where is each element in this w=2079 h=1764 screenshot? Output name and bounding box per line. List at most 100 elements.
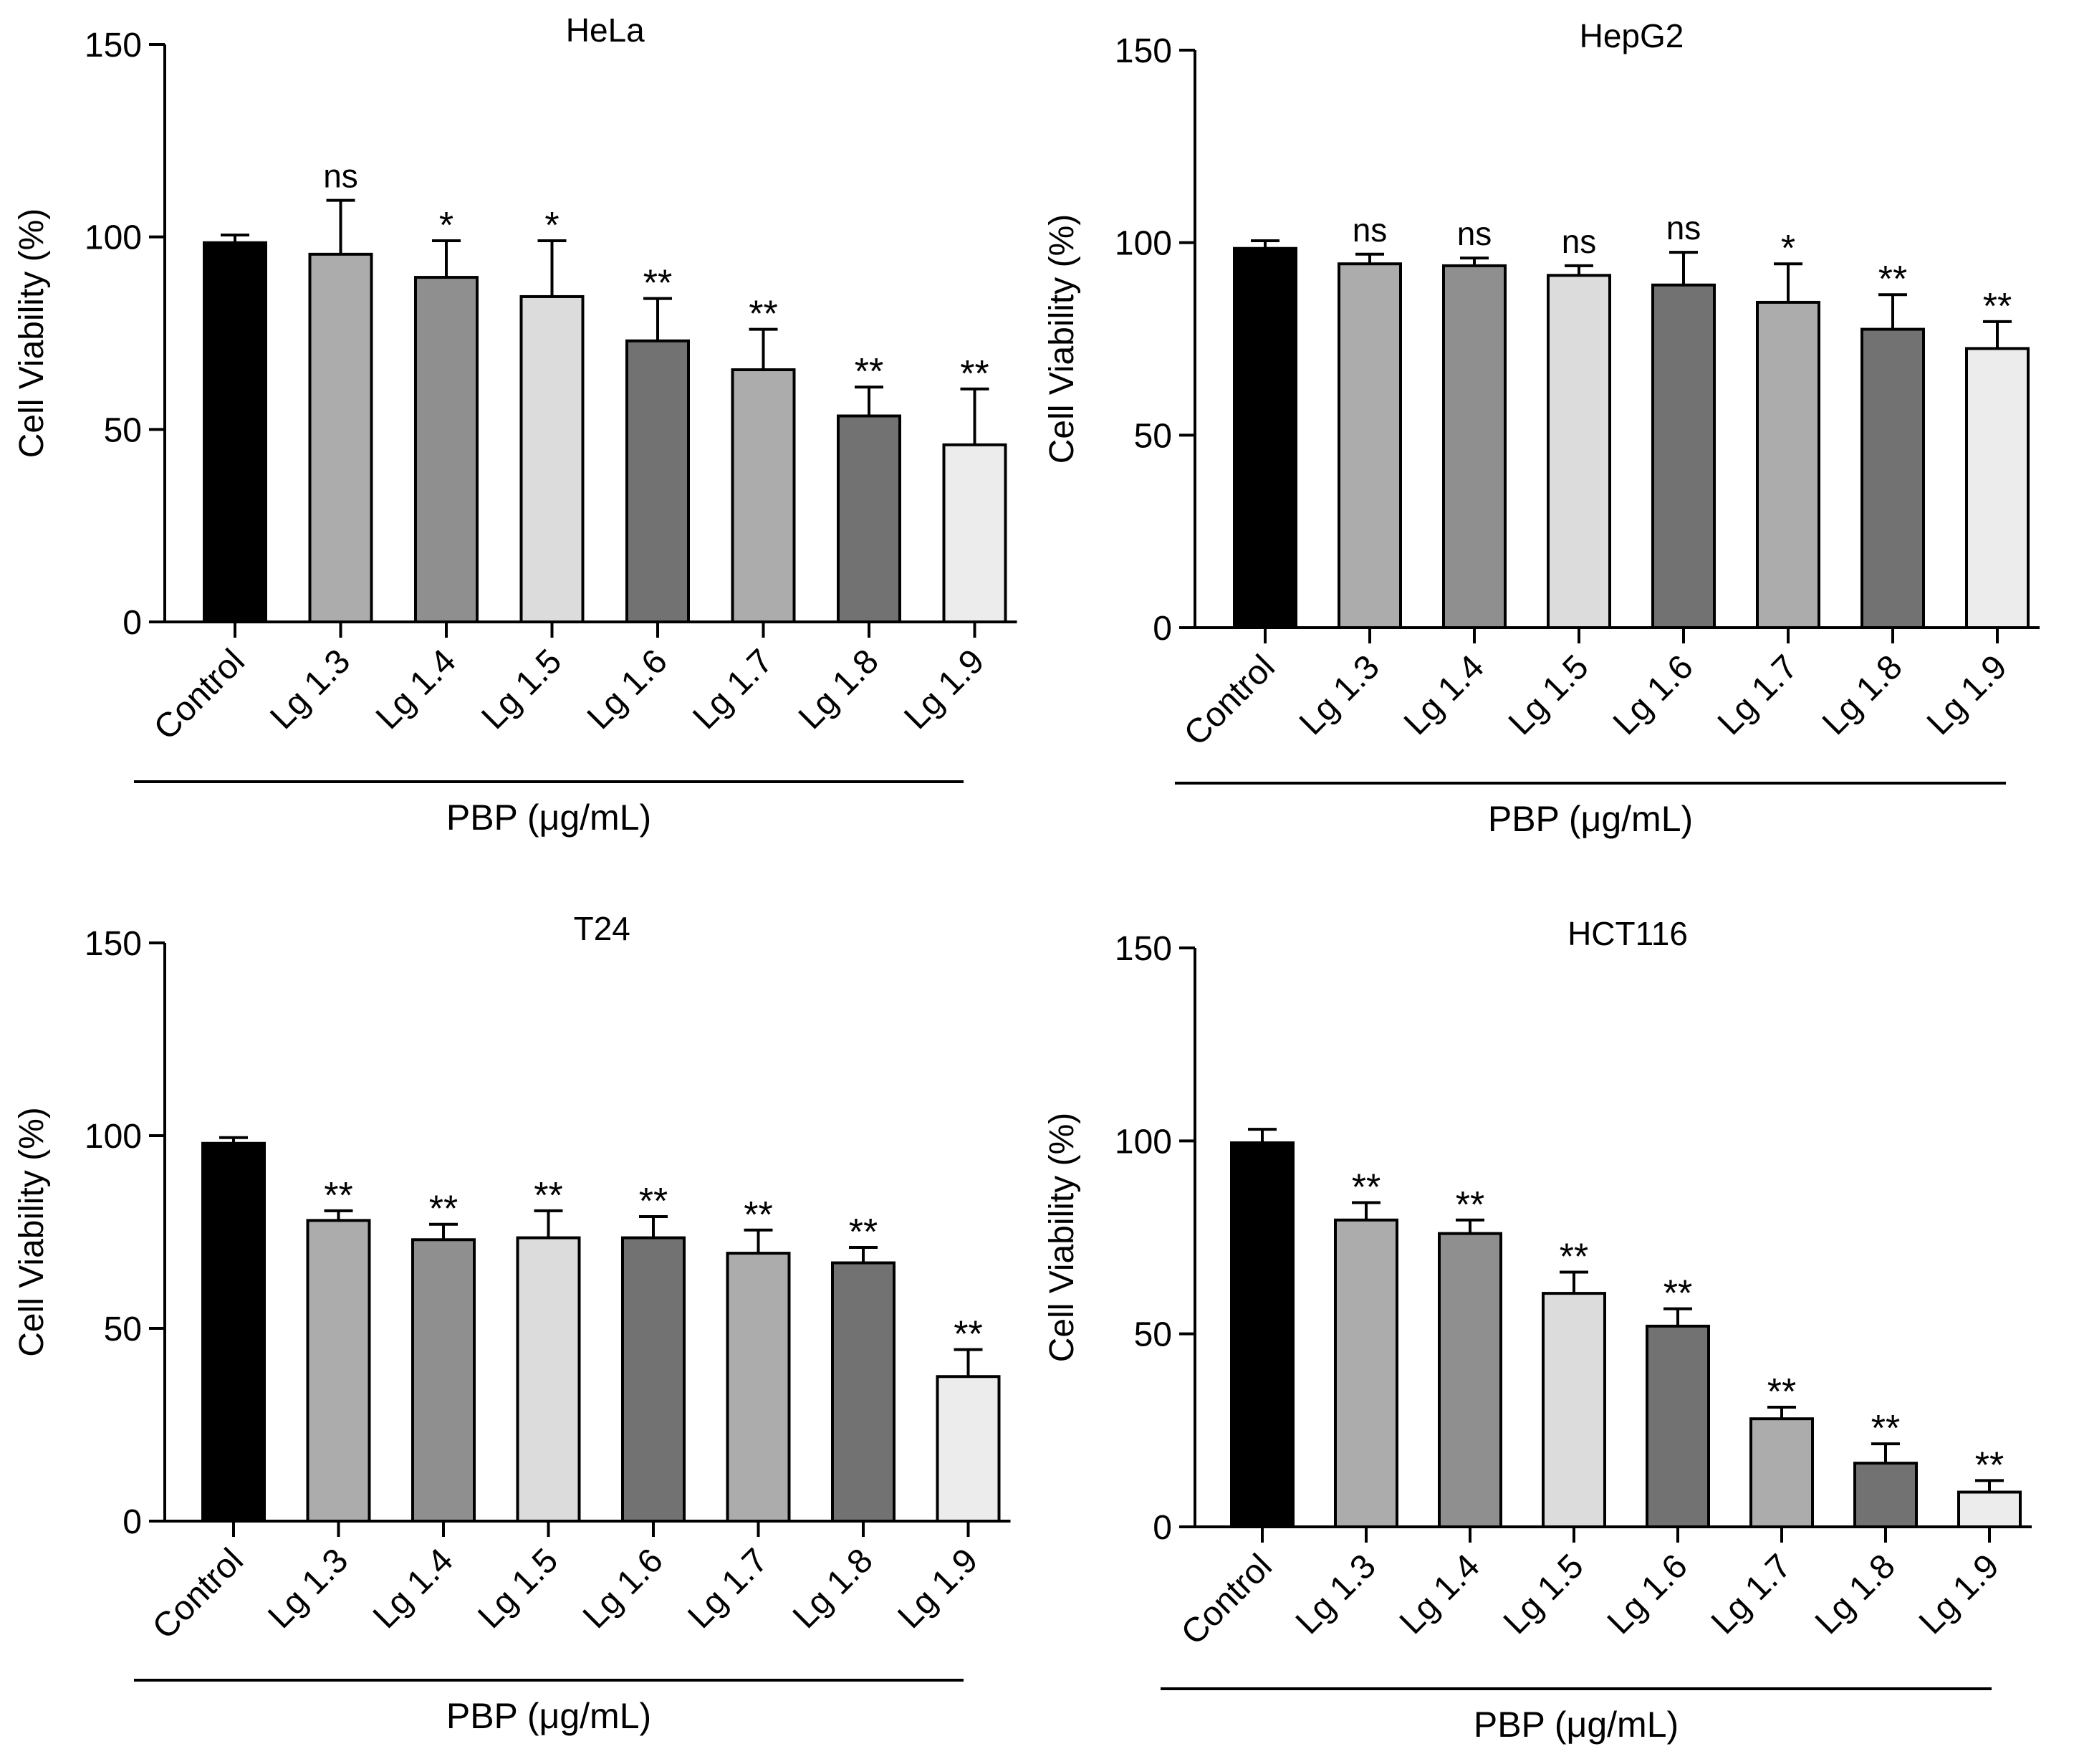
x-axis-label: PBP (μg/mL) <box>446 1696 651 1736</box>
significance-label: ** <box>534 1175 562 1217</box>
error-bar <box>534 1209 563 1238</box>
y-tick-label: 100 <box>1115 1123 1172 1161</box>
y-tick-label: 50 <box>1134 417 1172 455</box>
y-tick-label: 150 <box>85 27 142 64</box>
y-tick-label: 0 <box>1153 610 1172 648</box>
significance-label: ns <box>1353 211 1388 249</box>
error-bar <box>744 1228 773 1254</box>
error-bar <box>1355 252 1384 264</box>
bar-lg-1.5 <box>519 294 585 623</box>
bar-lg-1.4 <box>1442 264 1507 629</box>
x-tick-label: Lg 1.6 <box>580 642 675 737</box>
error-bar <box>429 1222 458 1240</box>
error-bar <box>1560 1270 1588 1294</box>
bar-lg-1.7 <box>726 1252 791 1523</box>
bar-lg-1.9 <box>1957 1490 2022 1529</box>
error-bar <box>1871 1442 1900 1464</box>
x-tick-label: Lg 1.5 <box>471 1541 565 1636</box>
x-tick-label: Lg 1.8 <box>786 1541 880 1636</box>
bar-lg-1.9 <box>936 1375 1001 1523</box>
significance-label: ** <box>960 353 989 395</box>
error-bar <box>1774 262 1802 302</box>
significance-label: ** <box>1871 1408 1900 1449</box>
x-tick-label: Lg 1.5 <box>1502 648 1596 742</box>
x-tick-label: Lg 1.4 <box>1393 1547 1487 1641</box>
significance-label: ns <box>1666 209 1701 246</box>
y-axis-label: Cell Viability (%) <box>1043 214 1081 464</box>
significance-label: ** <box>1456 1184 1484 1226</box>
bar-lg-1.5 <box>1547 274 1611 629</box>
y-tick-label: 0 <box>123 1503 142 1541</box>
error-bar <box>849 1246 878 1263</box>
bar-lg-1.7 <box>731 368 796 624</box>
y-tick-label: 100 <box>1115 225 1172 263</box>
significance-label: ns <box>1457 215 1492 252</box>
error-bar <box>1352 1201 1381 1220</box>
error-bar <box>639 1214 668 1238</box>
bar-lg-1.9 <box>942 443 1007 623</box>
significance-label: * <box>439 205 453 246</box>
x-tick-label: Lg 1.3 <box>263 642 357 737</box>
error-bar <box>1983 320 2012 349</box>
bar-lg-1.4 <box>411 1238 476 1523</box>
x-tick-label: Lg 1.3 <box>1292 648 1387 742</box>
significance-label: ** <box>1560 1236 1588 1278</box>
bar-lg-1.8 <box>837 414 901 623</box>
x-tick-label: Lg 1.4 <box>366 1541 461 1636</box>
error-bar <box>643 297 672 341</box>
x-tick-label: Lg 1.5 <box>474 642 569 737</box>
bar-lg-1.6 <box>621 1236 686 1523</box>
bar-lg-1.4 <box>1438 1232 1502 1528</box>
significance-label: * <box>1781 228 1795 269</box>
x-tick-label: Lg 1.8 <box>1815 648 1910 742</box>
error-bar <box>1767 1406 1796 1419</box>
error-bar <box>1565 264 1593 276</box>
significance-label: ** <box>744 1194 772 1236</box>
chart-title: HepG2 <box>1580 17 1684 54</box>
y-tick-label: 50 <box>104 1310 142 1348</box>
y-tick-label: 50 <box>1134 1316 1172 1354</box>
significance-label: ** <box>749 294 777 335</box>
x-tick-label: Lg 1.9 <box>1912 1547 2007 1641</box>
significance-label: ** <box>1975 1444 2004 1486</box>
bar-lg-1.7 <box>1756 300 1820 629</box>
y-axis-label: Cell Viability (%) <box>13 208 51 459</box>
x-tick-label: Lg 1.6 <box>1600 1547 1695 1641</box>
x-tick-label: Lg 1.9 <box>890 1541 985 1636</box>
error-bar <box>432 239 461 278</box>
error-bar <box>855 385 883 416</box>
y-tick-label: 150 <box>85 925 142 963</box>
x-tick-label: Lg 1.6 <box>576 1541 671 1636</box>
significance-label: ** <box>643 263 672 305</box>
x-tick-label: Lg 1.7 <box>1704 1547 1799 1641</box>
significance-label: ** <box>855 351 883 393</box>
bar-lg-1.8 <box>1860 327 1925 629</box>
x-tick-label: Lg 1.4 <box>1397 648 1492 742</box>
bar-control <box>201 1141 266 1523</box>
bar-control <box>203 241 267 623</box>
bar-lg-1.6 <box>1651 283 1716 629</box>
x-tick-label: Lg 1.4 <box>369 642 464 737</box>
error-bar <box>954 1348 983 1377</box>
bar-lg-1.5 <box>516 1236 581 1523</box>
bar-lg-1.4 <box>414 276 479 623</box>
significance-label: * <box>544 205 559 246</box>
bar-lg-1.3 <box>1334 1218 1398 1528</box>
y-tick-label: 0 <box>1153 1509 1172 1547</box>
bar-lg-1.7 <box>1749 1417 1814 1528</box>
error-bar <box>749 327 778 370</box>
x-tick-label: Lg 1.9 <box>897 642 992 737</box>
bar-lg-1.9 <box>1965 347 2030 629</box>
bar-lg-1.5 <box>1542 1292 1606 1529</box>
y-tick-label: 150 <box>1115 32 1172 70</box>
bar-lg-1.3 <box>308 252 373 623</box>
error-bar <box>1663 1307 1692 1326</box>
bar-lg-1.3 <box>1338 262 1402 629</box>
significance-label: ** <box>1663 1273 1692 1315</box>
bar-control <box>1230 1141 1295 1528</box>
significance-label: ** <box>954 1314 982 1356</box>
x-tick-label: Control <box>145 1541 251 1646</box>
